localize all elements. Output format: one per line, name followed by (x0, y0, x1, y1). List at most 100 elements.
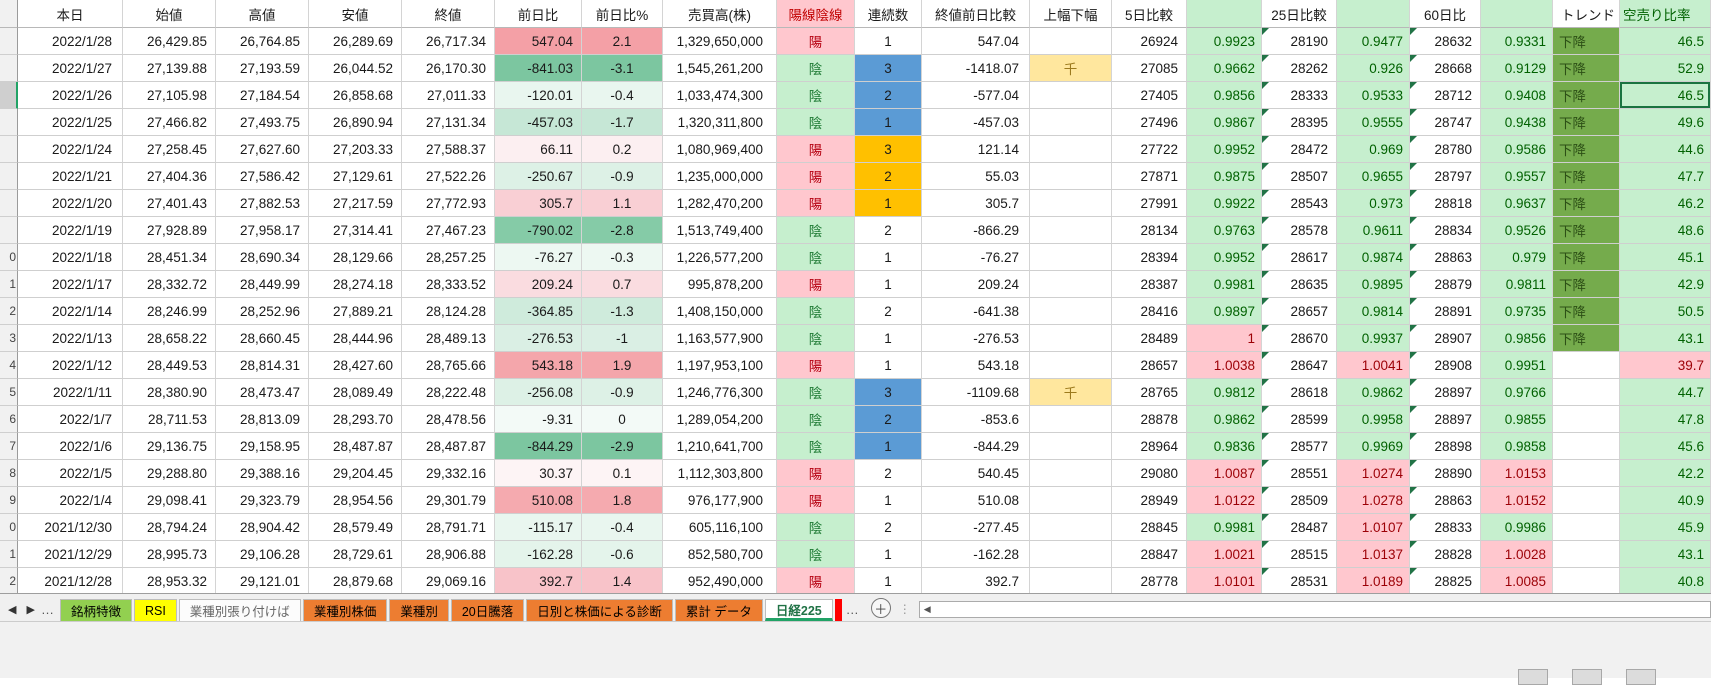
cell-streak[interactable]: 2 (855, 163, 922, 190)
cell-d60[interactable]: 28907 (1410, 325, 1481, 352)
cell-trend[interactable]: 下降 (1553, 190, 1620, 217)
cell-close-cmp[interactable]: -76.27 (922, 244, 1030, 271)
cell-d5[interactable]: 28878 (1112, 406, 1187, 433)
cell-range-note[interactable] (1030, 244, 1112, 271)
cell-close[interactable]: 26,717.34 (402, 28, 495, 55)
cell-range-note[interactable]: 千 (1030, 379, 1112, 406)
cell-d5[interactable]: 28489 (1112, 325, 1187, 352)
row-header[interactable]: 1 (0, 271, 18, 298)
cell-chg[interactable]: -250.67 (495, 163, 582, 190)
cell-d5-ratio[interactable]: 0.9862 (1187, 406, 1262, 433)
cell-chg-pct[interactable]: 1.1 (582, 190, 663, 217)
cell-date[interactable]: 2022/1/18 (18, 244, 123, 271)
row-header[interactable]: 0 (0, 244, 18, 271)
tab-overflow-right[interactable]: … (845, 602, 859, 617)
cell-date[interactable]: 2021/12/29 (18, 541, 123, 568)
cell-range-note[interactable] (1030, 325, 1112, 352)
cell-streak[interactable]: 2 (855, 298, 922, 325)
cell-streak[interactable]: 2 (855, 460, 922, 487)
cell-candle[interactable]: 陰 (777, 379, 855, 406)
cell-d5-ratio[interactable]: 0.9836 (1187, 433, 1262, 460)
cell-d60[interactable]: 28747 (1410, 109, 1481, 136)
cell-volume[interactable]: 1,235,000,000 (663, 163, 777, 190)
cell-close[interactable]: 28,906.88 (402, 541, 495, 568)
cell-date[interactable]: 2022/1/26 (18, 82, 123, 109)
cell-open[interactable]: 29,288.80 (123, 460, 216, 487)
cell-short-ratio[interactable]: 44.7 (1620, 379, 1711, 406)
tab-nav-prev-icon[interactable]: ◀ (8, 603, 17, 616)
cell-open[interactable]: 27,139.88 (123, 55, 216, 82)
cell-d25-ratio[interactable]: 1.0107 (1337, 514, 1410, 541)
cell-close[interactable]: 28,791.71 (402, 514, 495, 541)
cell-low[interactable]: 27,217.59 (309, 190, 402, 217)
cell-candle[interactable]: 陰 (777, 244, 855, 271)
col-header-candle[interactable]: 陽線陰線 (777, 0, 855, 28)
horizontal-scrollbar[interactable]: ◀ (918, 601, 1711, 618)
cell-close[interactable]: 28,478.56 (402, 406, 495, 433)
cell-open[interactable]: 27,928.89 (123, 217, 216, 244)
cell-d60-ratio[interactable]: 0.9129 (1481, 55, 1553, 82)
view-page-layout-button[interactable] (1572, 669, 1602, 685)
cell-open[interactable]: 28,246.99 (123, 298, 216, 325)
col-header-chg-pct[interactable]: 前日比% (582, 0, 663, 28)
cell-low[interactable]: 26,289.69 (309, 28, 402, 55)
cell-volume[interactable]: 1,320,311,800 (663, 109, 777, 136)
cell-low[interactable]: 26,044.52 (309, 55, 402, 82)
cell-short-ratio[interactable]: 52.9 (1620, 55, 1711, 82)
cell-d25[interactable]: 28670 (1262, 325, 1337, 352)
cell-streak[interactable]: 1 (855, 28, 922, 55)
cell-close-cmp[interactable]: 540.45 (922, 460, 1030, 487)
cell-chg[interactable]: -115.17 (495, 514, 582, 541)
cell-high[interactable]: 27,493.75 (216, 109, 309, 136)
cell-d25[interactable]: 28472 (1262, 136, 1337, 163)
cell-date[interactable]: 2022/1/21 (18, 163, 123, 190)
cell-open[interactable]: 26,429.85 (123, 28, 216, 55)
cell-d60-ratio[interactable]: 0.9586 (1481, 136, 1553, 163)
row-header[interactable] (0, 109, 18, 136)
cell-volume[interactable]: 1,080,969,400 (663, 136, 777, 163)
cell-low[interactable]: 28,274.18 (309, 271, 402, 298)
cell-d60[interactable]: 28668 (1410, 55, 1481, 82)
cell-high[interactable]: 27,193.59 (216, 55, 309, 82)
cell-open[interactable]: 28,380.90 (123, 379, 216, 406)
cell-d60[interactable]: 28891 (1410, 298, 1481, 325)
cell-d25-ratio[interactable]: 1.0189 (1337, 568, 1410, 593)
cell-d5[interactable]: 28416 (1112, 298, 1187, 325)
cell-close-cmp[interactable]: 543.18 (922, 352, 1030, 379)
cell-trend[interactable]: 下降 (1553, 271, 1620, 298)
cell-d60[interactable]: 28879 (1410, 271, 1481, 298)
cell-short-ratio[interactable]: 42.2 (1620, 460, 1711, 487)
col-header-d25-ratio[interactable] (1337, 0, 1410, 28)
cell-range-note[interactable] (1030, 163, 1112, 190)
cell-range-note[interactable] (1030, 217, 1112, 244)
cell-close[interactable]: 27,011.33 (402, 82, 495, 109)
cell-date[interactable]: 2022/1/12 (18, 352, 123, 379)
cell-trend[interactable]: 下降 (1553, 82, 1620, 109)
cell-d25-ratio[interactable]: 0.969 (1337, 136, 1410, 163)
col-header-chg[interactable]: 前日比 (495, 0, 582, 28)
cell-chg-pct[interactable]: -3.1 (582, 55, 663, 82)
cell-open[interactable]: 28,332.72 (123, 271, 216, 298)
cell-date[interactable]: 2022/1/13 (18, 325, 123, 352)
cell-close[interactable]: 27,522.26 (402, 163, 495, 190)
cell-d25[interactable]: 28333 (1262, 82, 1337, 109)
cell-close-cmp[interactable]: 121.14 (922, 136, 1030, 163)
tab-業種別株価[interactable]: 業種別株価 (302, 599, 388, 621)
cell-short-ratio[interactable]: 47.8 (1620, 406, 1711, 433)
cell-d25-ratio[interactable]: 0.9533 (1337, 82, 1410, 109)
cell-candle[interactable]: 陰 (777, 406, 855, 433)
cell-close-cmp[interactable]: -641.38 (922, 298, 1030, 325)
cell-low[interactable]: 28,579.49 (309, 514, 402, 541)
cell-d25[interactable]: 28507 (1262, 163, 1337, 190)
cell-d25-ratio[interactable]: 0.9937 (1337, 325, 1410, 352)
col-header-close[interactable]: 終値 (402, 0, 495, 28)
cell-chg-pct[interactable]: -0.9 (582, 379, 663, 406)
cell-short-ratio[interactable]: 45.6 (1620, 433, 1711, 460)
cell-d60-ratio[interactable]: 1.0153 (1481, 460, 1553, 487)
cell-low[interactable]: 28,444.96 (309, 325, 402, 352)
cell-d25-ratio[interactable]: 0.9655 (1337, 163, 1410, 190)
cell-close-cmp[interactable]: -277.45 (922, 514, 1030, 541)
cell-d25-ratio[interactable]: 0.9814 (1337, 298, 1410, 325)
cell-low[interactable]: 28,487.87 (309, 433, 402, 460)
cell-trend[interactable] (1553, 487, 1620, 514)
